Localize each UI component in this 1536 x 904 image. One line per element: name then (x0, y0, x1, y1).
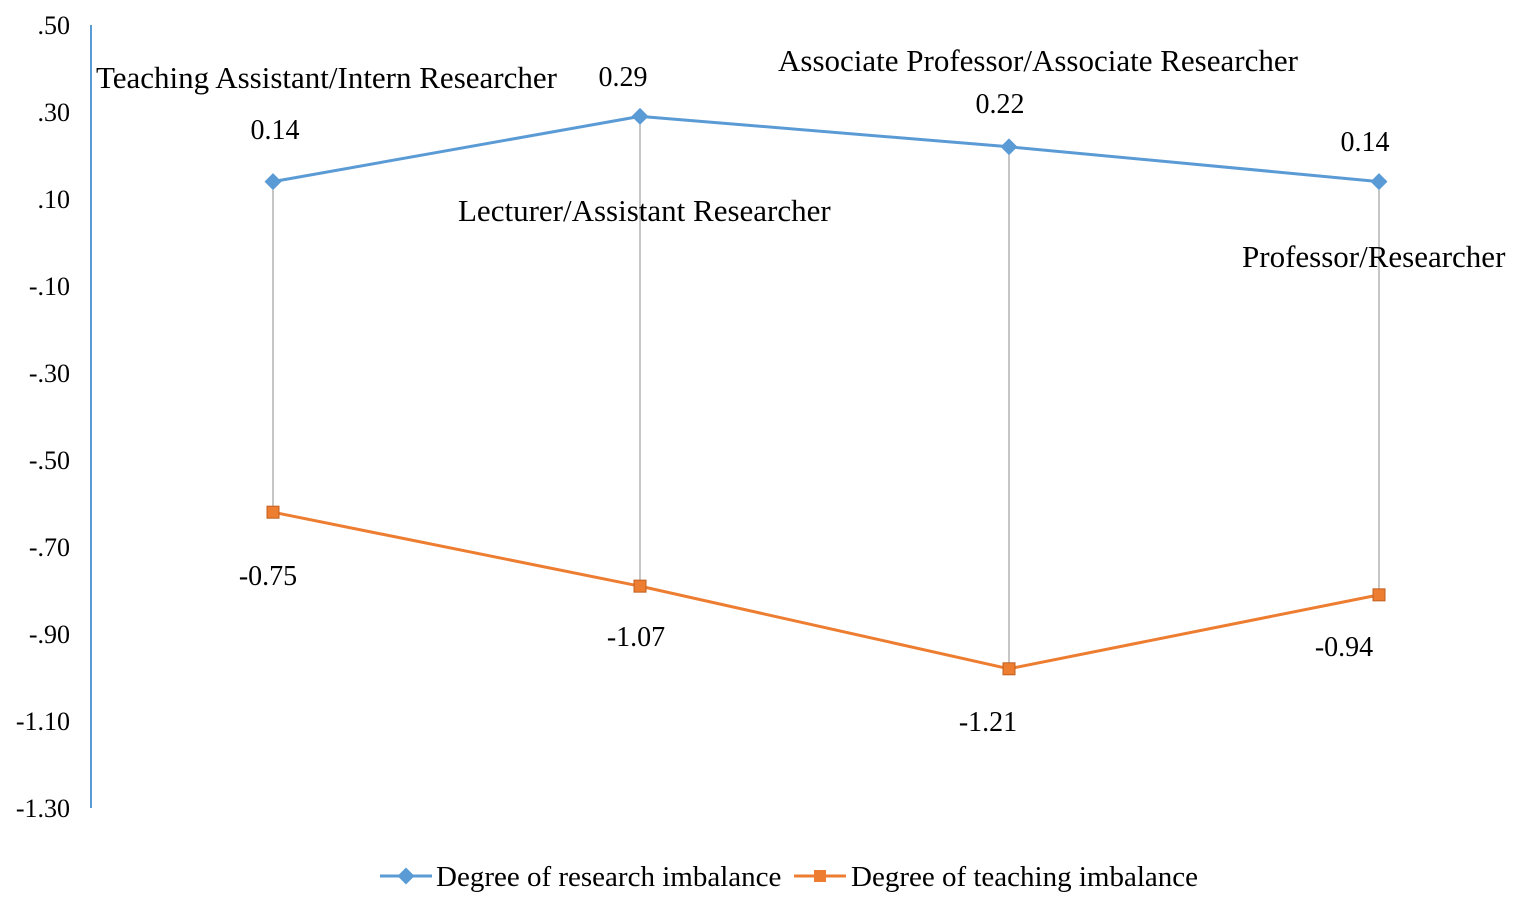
data-labels: 0.14 0.29 0.22 0.14 -0.75 -1.07 -1.21 -0… (239, 62, 1390, 738)
category-label: Lecturer/Assistant Researcher (458, 193, 831, 228)
legend-diamond-marker (397, 867, 415, 885)
series-line (272, 510, 1380, 671)
data-point[interactable] (631, 107, 649, 125)
y-tick-label: -1.30 (16, 794, 70, 823)
y-tick-label: -.10 (29, 272, 70, 301)
y-tick-label: -.50 (29, 446, 70, 475)
data-label: -1.07 (607, 622, 665, 653)
y-tick-label: -.70 (29, 533, 70, 562)
data-point[interactable] (1372, 588, 1386, 602)
legend-label: Degree of research imbalance (436, 861, 781, 893)
category-labels: Teaching Assistant/Intern Researcher Lec… (96, 43, 1506, 274)
data-label: 0.14 (1341, 127, 1390, 158)
data-label: -0.75 (239, 561, 297, 592)
series-lines (272, 114, 1380, 671)
data-label: -1.21 (959, 707, 1017, 738)
data-point[interactable] (1370, 173, 1388, 191)
data-label: 0.29 (599, 62, 648, 93)
legend-label: Degree of teaching imbalance (851, 861, 1198, 893)
category-label: Associate Professor/Associate Researcher (778, 43, 1299, 78)
data-point[interactable] (1000, 138, 1018, 156)
legend-square-marker (814, 870, 826, 882)
data-point[interactable] (1002, 662, 1016, 676)
legend-item[interactable]: Degree of teaching imbalance (794, 861, 1198, 893)
data-point[interactable] (264, 173, 282, 191)
data-point[interactable] (266, 505, 280, 519)
y-tick-label: .50 (38, 11, 71, 40)
y-tick-labels: .50 .30 .10 -.10 -.30 -.50 -.70 -.90 -1.… (16, 11, 70, 823)
data-label: -0.94 (1315, 632, 1373, 663)
y-tick-label: .30 (38, 98, 71, 127)
category-label: Teaching Assistant/Intern Researcher (96, 60, 558, 95)
data-label: 0.22 (976, 89, 1025, 120)
data-label: 0.14 (251, 115, 300, 146)
data-point[interactable] (633, 579, 647, 593)
legend: Degree of research imbalance Degree of t… (380, 861, 1198, 893)
drop-lines (272, 116, 1380, 669)
y-tick-label: -.30 (29, 359, 70, 388)
category-label: Professor/Researcher (1242, 239, 1506, 274)
legend-item[interactable]: Degree of research imbalance (380, 861, 781, 893)
y-tick-label: .10 (38, 185, 71, 214)
series-line (272, 114, 1380, 184)
y-tick-label: -.90 (29, 620, 70, 649)
y-tick-label: -1.10 (16, 707, 70, 736)
